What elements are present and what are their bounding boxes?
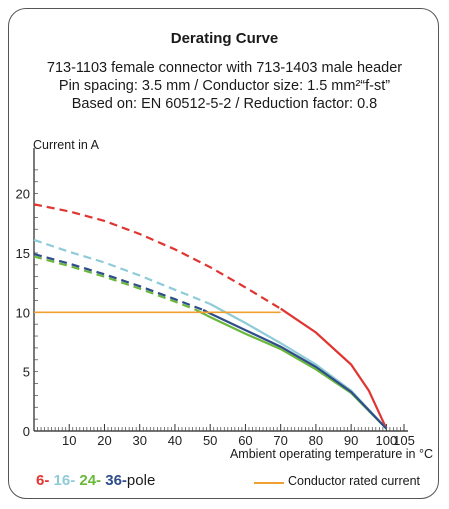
y-tick-label: 10 bbox=[16, 305, 30, 320]
series-6-line bbox=[280, 307, 388, 430]
chart-subtitle-3: Based on: EN 60512-5-2 / Reduction facto… bbox=[71, 96, 378, 112]
legend-conductor-swatch bbox=[254, 482, 284, 484]
legend-pole-6: 6- bbox=[36, 472, 50, 489]
series-24-dashed-line bbox=[33, 255, 197, 311]
series-16-line bbox=[209, 303, 388, 430]
x-tick-label: 20 bbox=[97, 433, 111, 448]
legend-pole-24: 24- bbox=[79, 472, 102, 489]
y-tick-label: 15 bbox=[16, 246, 30, 261]
x-tick-label: 40 bbox=[168, 433, 182, 448]
series-36-dashed-line bbox=[33, 253, 204, 311]
chart-title: Derating Curve bbox=[170, 30, 279, 47]
legend-pole-36: 36- bbox=[105, 472, 127, 489]
y-tick-label: 5 bbox=[23, 365, 30, 380]
x-tick-label: 60 bbox=[238, 433, 252, 448]
y-tick-label: 20 bbox=[16, 187, 30, 202]
legend-conductor-label: Conductor rated current bbox=[288, 474, 421, 488]
series-16-dashed-line bbox=[33, 238, 211, 306]
series-36-line bbox=[202, 308, 388, 430]
chart-subtitle-2: Pin spacing: 3.5 mm / Conductor size: 1.… bbox=[58, 78, 391, 94]
x-tick-label: 105 bbox=[393, 433, 415, 448]
x-tick-label: 50 bbox=[203, 433, 217, 448]
chart-card bbox=[8, 8, 439, 499]
x-tick-label: 30 bbox=[132, 433, 146, 448]
x-tick-label: 90 bbox=[344, 433, 358, 448]
y-axis-label: Current in A bbox=[33, 138, 100, 152]
chart-subtitle-1: 713-1103 female connector with 713-1403 … bbox=[46, 60, 403, 76]
series-6-dashed-line bbox=[33, 203, 282, 310]
x-tick-label: 80 bbox=[309, 433, 323, 448]
y-tick-label: 0 bbox=[23, 424, 30, 439]
series-24-line bbox=[195, 308, 388, 430]
x-tick-label: 100 bbox=[376, 433, 398, 448]
x-tick-label: 10 bbox=[62, 433, 76, 448]
x-axis-label: Ambient operating temperature in °C bbox=[229, 447, 433, 461]
legend-pole-16: 16- bbox=[53, 472, 76, 489]
pole-legend: 6- 16- 24- 36-pole bbox=[36, 472, 155, 489]
x-tick-label: 70 bbox=[273, 433, 287, 448]
legend-pole-suffix: pole bbox=[126, 472, 156, 489]
